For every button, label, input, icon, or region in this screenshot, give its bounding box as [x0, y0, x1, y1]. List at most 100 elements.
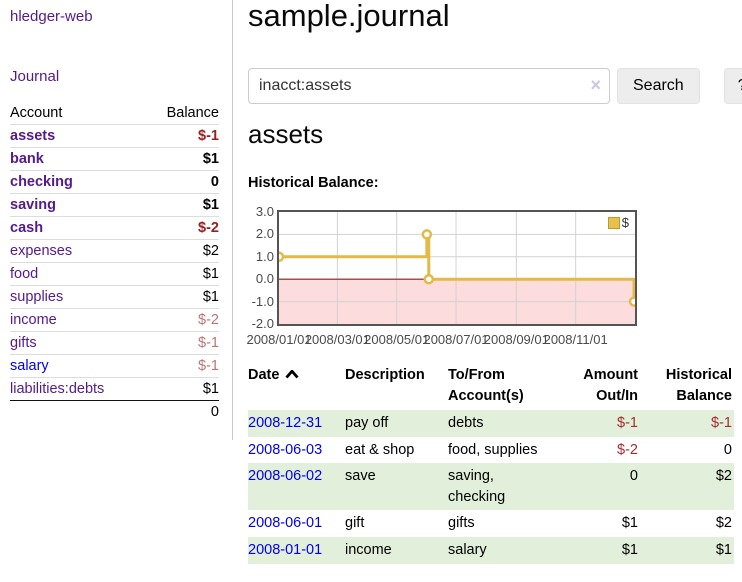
transaction-accounts: saving, checking	[448, 468, 506, 505]
data-point-marker	[423, 273, 435, 285]
account-link[interactable]: income	[10, 312, 57, 328]
account-balance: $1	[202, 289, 219, 305]
transaction-amount: $1	[621, 515, 638, 532]
account-row: food $1	[10, 263, 219, 286]
transaction-amount: $1	[621, 542, 638, 559]
transaction-description: pay off	[345, 415, 389, 432]
transaction-date-link[interactable]: 2008-06-01	[248, 515, 323, 532]
x-tick-label: 2008/01/01	[246, 332, 312, 347]
transaction-accounts: salary	[448, 542, 487, 559]
transaction-description: eat & shop	[345, 441, 415, 458]
account-link[interactable]: supplies	[10, 289, 64, 305]
transaction-amount: 0	[629, 468, 638, 485]
account-link[interactable]: expenses	[10, 243, 73, 259]
y-tick-label: 1.0	[255, 248, 274, 264]
y-tick-label: -2.0	[251, 316, 274, 331]
chart-heading: Historical Balance:	[248, 175, 379, 191]
transaction-row: 2008-06-03 eat & shop food, supplies $-2 0	[248, 437, 734, 464]
accounts-header-row: Account Balance	[10, 102, 219, 125]
account-balance: 0	[210, 174, 219, 190]
account-link[interactable]: gifts	[10, 335, 37, 351]
register-header-date[interactable]: Date	[248, 363, 345, 410]
balance-chart: 3.0 2.0 1.0 0.0 -1.0 -2.0 $ 2008/01/01 2008/03…	[246, 204, 734, 349]
y-tick-label: -1.0	[251, 293, 274, 309]
transaction-description: gift	[345, 515, 365, 532]
help-button[interactable]: ?	[723, 68, 742, 104]
account-link[interactable]: salary	[10, 358, 49, 374]
account-link[interactable]: saving	[10, 197, 56, 213]
transaction-date-link[interactable]: 2008-12-31	[248, 415, 323, 432]
sort-ascending-icon	[285, 365, 299, 386]
data-point-marker	[279, 251, 285, 263]
transaction-accounts: debts	[448, 415, 484, 432]
account-balance: $2	[202, 243, 219, 259]
register-header-accounts: To/From Account(s)	[448, 367, 524, 404]
clear-search-icon[interactable]: ×	[590, 75, 601, 95]
sidebar: hledger-web Journal Account Balance asse…	[0, 0, 233, 440]
register-tbody: 2008-12-31 pay off debts $-1 $-1 2008-06-03 ea…	[248, 410, 734, 564]
accounts-total-value: 0	[144, 400, 219, 424]
main-content: sample.journal × Search ? assets Histori…	[246, 0, 742, 582]
account-balance: $-1	[198, 128, 219, 144]
account-link[interactable]: food	[10, 266, 39, 282]
transaction-description: save	[345, 468, 376, 485]
account-balance: $1	[202, 151, 219, 167]
account-balance: $1	[202, 266, 219, 282]
register-header-amount: Amount Out/In	[583, 367, 638, 404]
transaction-row: 2008-06-01 gift gifts $1 $2	[248, 510, 734, 537]
transaction-balance: $2	[715, 468, 732, 485]
transaction-amount: $-2	[617, 441, 638, 458]
account-link[interactable]: cash	[10, 220, 44, 236]
transaction-accounts: food, supplies	[448, 441, 538, 458]
search-box: ×	[248, 68, 610, 104]
transaction-date-link[interactable]: 2008-06-03	[248, 441, 323, 458]
account-row: gifts $-1	[10, 332, 219, 355]
transaction-balance: $2	[715, 515, 732, 532]
transaction-date-link[interactable]: 2008-06-02	[248, 468, 323, 485]
register-table: Date Description To/From Account(s) Amou…	[248, 363, 734, 564]
y-tick-label: 2.0	[255, 226, 274, 242]
x-tick-label: 2008/05/01	[364, 332, 430, 347]
y-tick-label: 3.0	[255, 204, 274, 219]
account-link[interactable]: assets	[10, 128, 56, 144]
sidebar-item-journal[interactable]: Journal	[10, 68, 60, 85]
accounts-table: Account Balance assets $-1 bank $1 checking 0…	[10, 102, 219, 424]
transaction-balance: $1	[715, 542, 732, 559]
account-row: bank $1	[10, 148, 219, 171]
account-row: expenses $2	[10, 240, 219, 263]
account-balance: $1	[202, 381, 219, 397]
account-balance: $1	[202, 197, 219, 213]
account-heading: assets	[248, 119, 324, 149]
accounts-tbody: assets $-1 bank $1 checking 0 saving $1 cash $-2 e…	[10, 125, 219, 401]
register-header-row: Date Description To/From Account(s) Amou…	[248, 363, 734, 410]
account-row: saving $1	[10, 194, 219, 217]
register-header-description: Description	[345, 367, 425, 383]
account-balance: $-2	[198, 220, 219, 236]
search-input[interactable]	[248, 68, 610, 104]
chart-plot-area[interactable]: $	[277, 210, 637, 326]
account-row: checking 0	[10, 171, 219, 194]
x-tick-label: 2008/09/01	[483, 332, 549, 347]
search-form: × Search ?	[248, 68, 742, 104]
account-row: liabilities:debts $1	[10, 378, 219, 401]
chart-canvas	[279, 212, 635, 324]
x-tick-label: 2008/11/01	[543, 332, 608, 347]
account-link[interactable]: liabilities:debts	[10, 381, 105, 397]
account-row: cash $-2	[10, 217, 219, 240]
chart-legend: $	[606, 215, 630, 230]
account-row: supplies $1	[10, 286, 219, 309]
transaction-balance: 0	[723, 441, 732, 458]
account-balance: $-2	[198, 312, 219, 328]
accounts-header-balance: Balance	[166, 105, 219, 121]
search-button[interactable]: Search	[617, 68, 700, 104]
transaction-row: 2008-12-31 pay off debts $-1 $-1	[248, 410, 734, 437]
data-point-marker	[421, 229, 433, 240]
transaction-date-link[interactable]: 2008-01-01	[248, 542, 323, 559]
register-header-date-label: Date	[248, 367, 280, 383]
account-link[interactable]: checking	[10, 174, 73, 190]
page-title: sample.journal	[248, 0, 450, 33]
app-title-link[interactable]: hledger-web	[10, 8, 93, 25]
account-link[interactable]: bank	[10, 151, 44, 167]
x-tick-label: 2008/03/01	[304, 332, 370, 347]
accounts-total-row: 0	[10, 400, 219, 424]
